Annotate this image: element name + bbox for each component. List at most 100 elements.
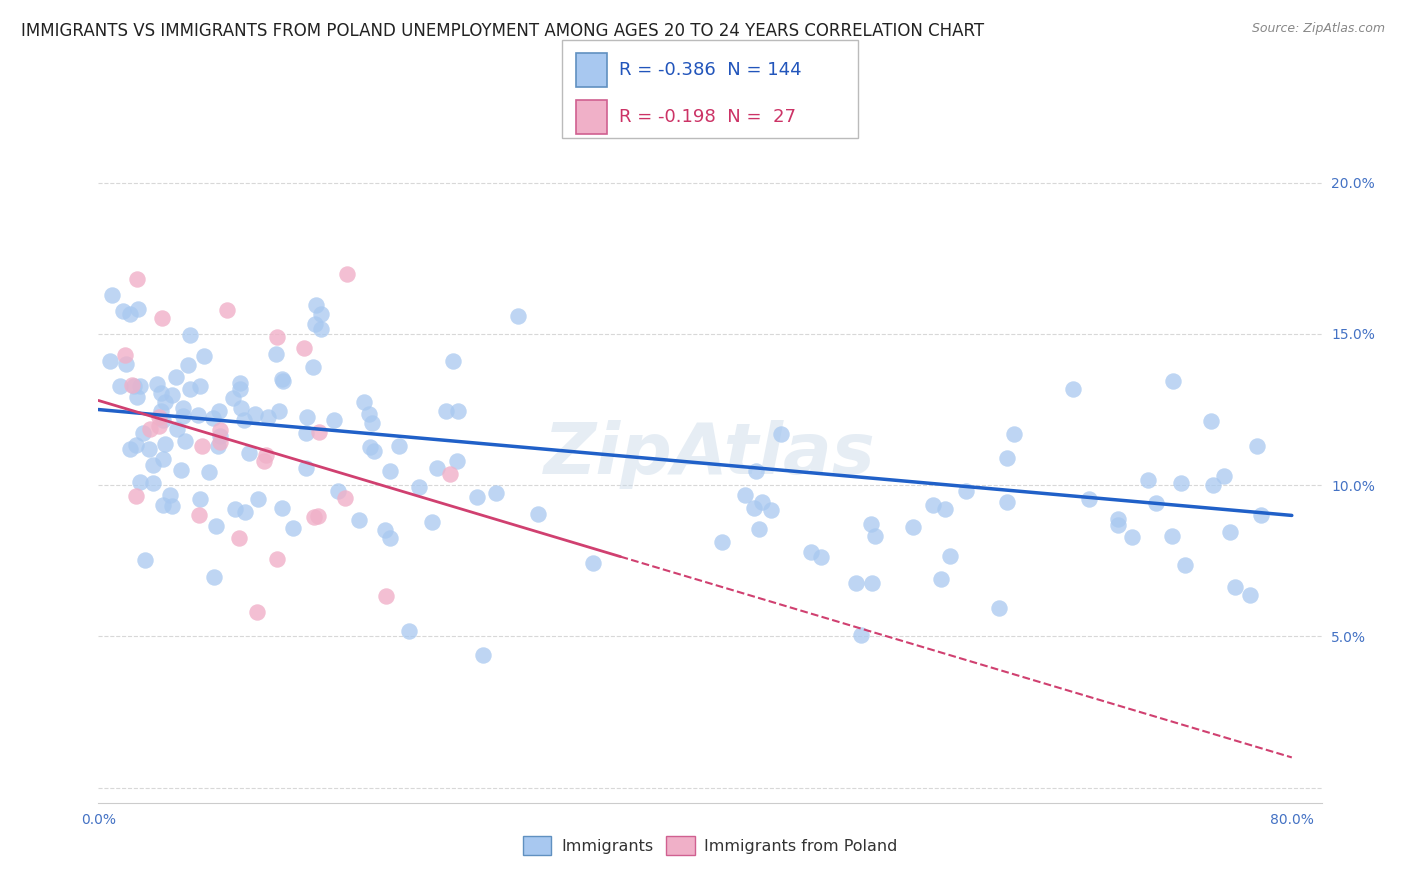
Point [125,489,148,503]
Point [426,460,449,475]
Point [174,434,197,448]
Text: Source: ZipAtlas.com: Source: ZipAtlas.com [1251,22,1385,36]
Point [179,382,201,396]
Point [208,404,231,418]
Point [349,513,371,527]
Text: IMMIGRANTS VS IMMIGRANTS FROM POLAND UNEMPLOYMENT AMONG AGES 20 TO 24 YEARS CORR: IMMIGRANTS VS IMMIGRANTS FROM POLAND UNE… [21,22,984,40]
Point [153,437,176,451]
Point [138,421,160,435]
Point [748,522,770,536]
Point [434,403,457,417]
Point [115,357,138,371]
Point [118,442,141,456]
Point [179,328,201,343]
Point [447,404,470,418]
Point [295,460,318,475]
Legend: Immigrants, Immigrants from Poland: Immigrants, Immigrants from Poland [516,830,904,861]
Point [264,347,287,361]
Point [127,272,149,286]
Point [305,298,328,312]
Point [208,424,231,438]
Point [201,410,224,425]
Point [129,378,152,392]
Point [441,353,464,368]
Point [378,464,401,478]
Point [1223,580,1246,594]
Point [108,379,131,393]
Point [198,466,221,480]
Point [388,439,411,453]
Point [333,491,356,505]
Point [98,353,121,368]
Point [114,348,136,362]
Point [187,408,209,422]
Point [118,307,141,321]
Point [193,349,215,363]
Point [217,303,239,318]
Point [734,488,756,502]
Point [148,410,170,425]
Point [111,304,134,318]
Point [446,454,468,468]
Point [1161,529,1184,543]
Point [363,444,385,458]
Point [281,521,304,535]
Point [246,605,269,619]
Point [229,376,252,391]
Point [398,624,420,638]
Point [150,386,173,401]
Point [860,575,883,590]
Point [922,498,945,512]
Point [138,442,160,456]
Text: ZipAtlas: ZipAtlas [544,420,876,490]
Point [302,510,325,524]
Point [353,395,375,409]
Point [152,499,174,513]
Point [253,453,276,467]
Point [165,369,187,384]
Point [202,570,225,584]
Point [439,467,461,481]
Point [304,317,326,331]
Point [987,600,1010,615]
Point [238,446,260,460]
Point [222,392,245,406]
Point [295,425,318,440]
Point [271,372,294,386]
Point [209,428,232,442]
Point [422,515,444,529]
Point [172,401,194,416]
Point [141,458,163,473]
Point [190,379,212,393]
Point [302,360,325,375]
Point [152,413,174,427]
Point [863,528,886,542]
Point [256,410,278,425]
Point [1163,375,1185,389]
Point [1136,473,1159,487]
Point [152,452,174,467]
Point [121,378,143,392]
Point [1002,426,1025,441]
Point [849,628,872,642]
Point [187,508,209,522]
Point [205,518,228,533]
Point [311,322,333,336]
Point [761,502,783,516]
Point [711,535,734,549]
Point [191,439,214,453]
Point [247,491,270,506]
Point [271,374,294,388]
Point [176,358,198,372]
Point [224,501,246,516]
Point [166,422,188,436]
Point [1077,492,1099,507]
Point [323,413,346,427]
Point [929,572,952,586]
Point [508,309,530,323]
Point [229,401,252,415]
Point [245,408,267,422]
Point [229,382,252,396]
Point [228,531,250,545]
Point [745,464,768,478]
